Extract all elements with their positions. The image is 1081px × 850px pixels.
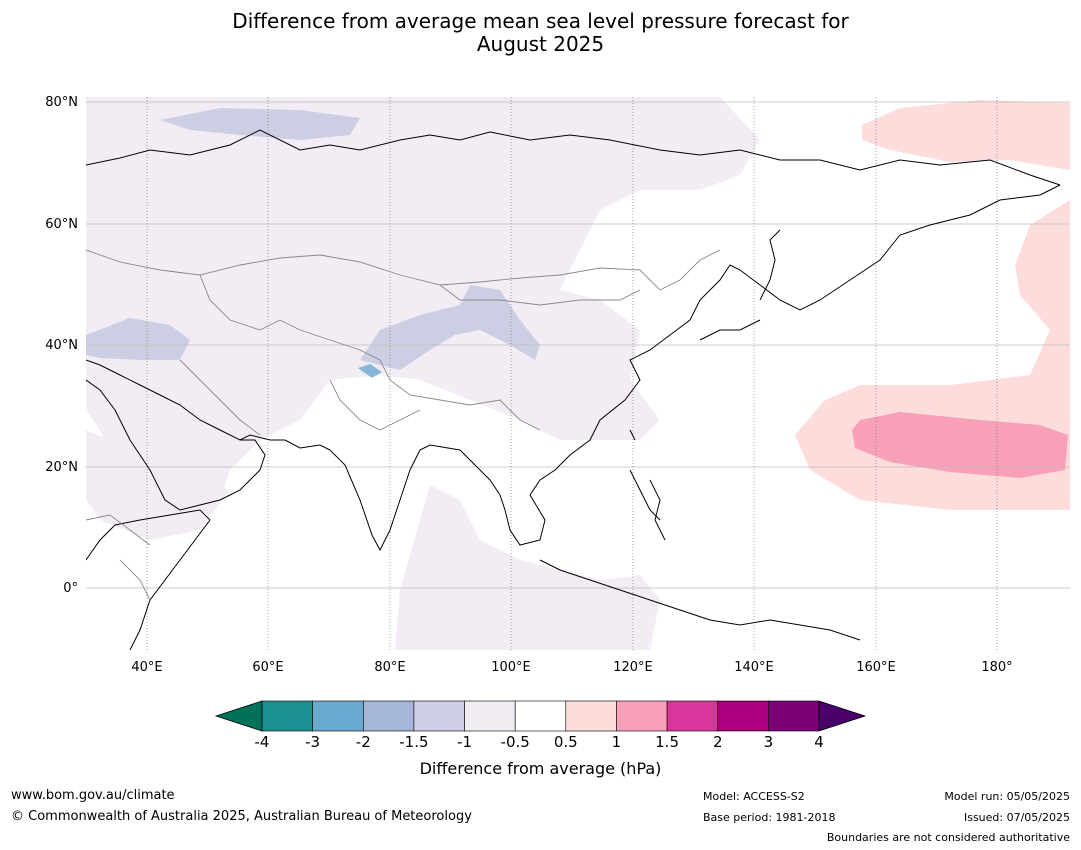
lat-label-0: 0° [63, 581, 78, 596]
footer-copyright: © Commonwealth of Australia 2025, Austra… [11, 809, 472, 824]
title-line-1: Difference from average mean sea level p… [232, 9, 849, 33]
coastline-japan [699, 229, 781, 341]
colorbar-segment [616, 700, 668, 732]
footer-model-run: Model run: 05/05/2025 [944, 790, 1070, 803]
anomaly-shading [86, 97, 1070, 650]
lon-label-80e: 80°E [374, 660, 406, 675]
colorbar-tick-label: -1 [457, 733, 473, 751]
footer-issued: Issued: 07/05/2025 [963, 811, 1070, 824]
graticule [86, 97, 1070, 650]
lat-label-60n: 60°N [45, 217, 78, 232]
blue-grey-region-central-asia [360, 285, 540, 370]
blue-tibet-spot [358, 364, 382, 378]
coastline-taiwan-philippines [629, 429, 666, 541]
border-central-asia [199, 274, 541, 431]
colorbar-segment [312, 700, 364, 732]
border-africa [86, 514, 151, 601]
coastline-arctic [86, 129, 1061, 186]
lat-label-20n: 20°N [45, 460, 78, 475]
colorbar-tick-label: -3 [305, 733, 321, 751]
colorbar-label: Difference from average (hPa) [419, 759, 662, 778]
colorbar-tick-label: -1.5 [399, 733, 429, 751]
colorbar-tick-label: 2 [712, 733, 723, 751]
colorbar-tick-label: 1.5 [655, 733, 679, 751]
colorbar-segment [565, 700, 617, 732]
colorbar-high-extend [818, 700, 867, 732]
colorbar-tick-label: -2 [355, 733, 371, 751]
colorbar-segment [362, 700, 415, 732]
colorbar-tick-label: 4 [814, 733, 824, 751]
coastline-arabia [86, 379, 266, 511]
colorbar-segment [413, 700, 465, 732]
coastline-pacific-asia [86, 184, 1061, 552]
lon-label-140e: 140°E [734, 660, 774, 675]
footer-model: Model: ACCESS-S2 [703, 790, 805, 803]
colorbar-segment [666, 700, 719, 732]
blue-grey-region-caspian [86, 318, 190, 360]
colorbar-segment [261, 700, 313, 732]
colorbar-tick-label: -4 [254, 733, 270, 751]
colorbar-tick-label: 0.5 [553, 733, 578, 751]
lavender-region-indian-ocean [395, 485, 660, 650]
border-iran [179, 359, 261, 436]
colorbar-segment [464, 700, 516, 732]
colorbar-segment [717, 700, 769, 732]
colorbar-tick-label: 1 [611, 733, 622, 751]
lat-label-80n: 80°N [45, 95, 78, 110]
lon-label-120e: 120°E [613, 660, 653, 675]
lon-label-160e: 160°E [856, 660, 896, 675]
country-borders [86, 249, 721, 601]
title-line-2: August 2025 [476, 32, 605, 56]
colorbar-segment [768, 700, 820, 732]
colorbar-low-extend [214, 700, 263, 732]
coastlines [86, 129, 1061, 650]
footer-disclaimer: Boundaries are not considered authoritat… [826, 831, 1070, 844]
footer-base-period: Base period: 1981-2018 [703, 811, 836, 824]
lon-label-40e: 40°E [131, 660, 163, 675]
coastline-maritime [539, 469, 861, 641]
map-title: Difference from average mean sea level p… [0, 10, 1081, 56]
rose-region-pacific-core [852, 412, 1068, 478]
lat-label-40n: 40°N [45, 338, 78, 353]
lon-label-100e: 100°E [491, 660, 531, 675]
lavender-region-north [86, 97, 760, 520]
colorbar [214, 700, 867, 732]
blue-grey-region-arctic [160, 108, 360, 140]
lon-label-60e: 60°E [252, 660, 284, 675]
pressure-anomaly-map [86, 97, 1070, 650]
colorbar-tick-label: -0.5 [500, 733, 530, 751]
colorbar-segments [261, 700, 820, 732]
colorbar-segment [514, 700, 567, 732]
pink-region-bering [862, 100, 1070, 170]
border-china-mongolia [439, 284, 641, 306]
footer-website[interactable]: www.bom.gov.au/climate [11, 788, 175, 803]
border-india [329, 379, 421, 431]
colorbar-tick-label: 3 [763, 733, 774, 751]
lon-label-180: 180° [981, 660, 1013, 675]
